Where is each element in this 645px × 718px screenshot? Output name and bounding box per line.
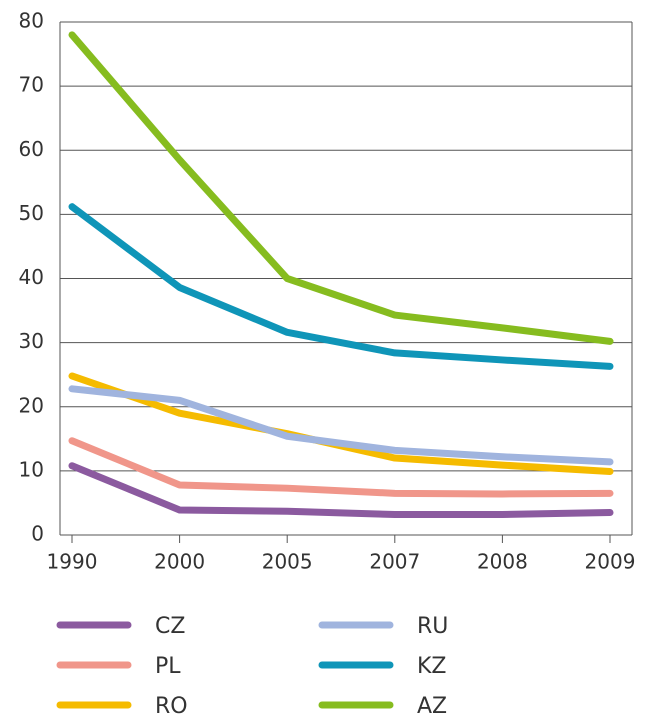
series-line [68,203,614,370]
x-tick-label: 2009 [585,550,636,574]
y-tick-label: 10 [19,457,44,481]
legend-label: KZ [417,654,447,679]
series-line [68,437,614,498]
x-tick-label: 1990 [47,550,98,574]
y-tick-label: 60 [19,137,44,161]
x-tick-label: 2000 [154,550,205,574]
legend-label: CZ [155,614,185,639]
y-tick-label: 50 [19,201,44,225]
y-tick-label: 0 [31,522,44,546]
legend-label: PL [155,654,181,679]
legend-label: RU [417,614,448,639]
series-line [68,31,614,345]
series-line [68,462,614,518]
legend-label: RO [155,694,188,718]
y-tick-label: 40 [19,265,44,289]
y-tick-label: 30 [19,329,44,353]
series-line [68,385,614,466]
y-tick-label: 20 [19,393,44,417]
x-tick-label: 2005 [262,550,313,574]
x-tick-label: 2008 [477,550,528,574]
y-tick-label: 70 [19,73,44,97]
legend-label: AZ [417,694,447,718]
y-tick-label: 80 [19,9,44,33]
x-tick-label: 2007 [369,550,420,574]
